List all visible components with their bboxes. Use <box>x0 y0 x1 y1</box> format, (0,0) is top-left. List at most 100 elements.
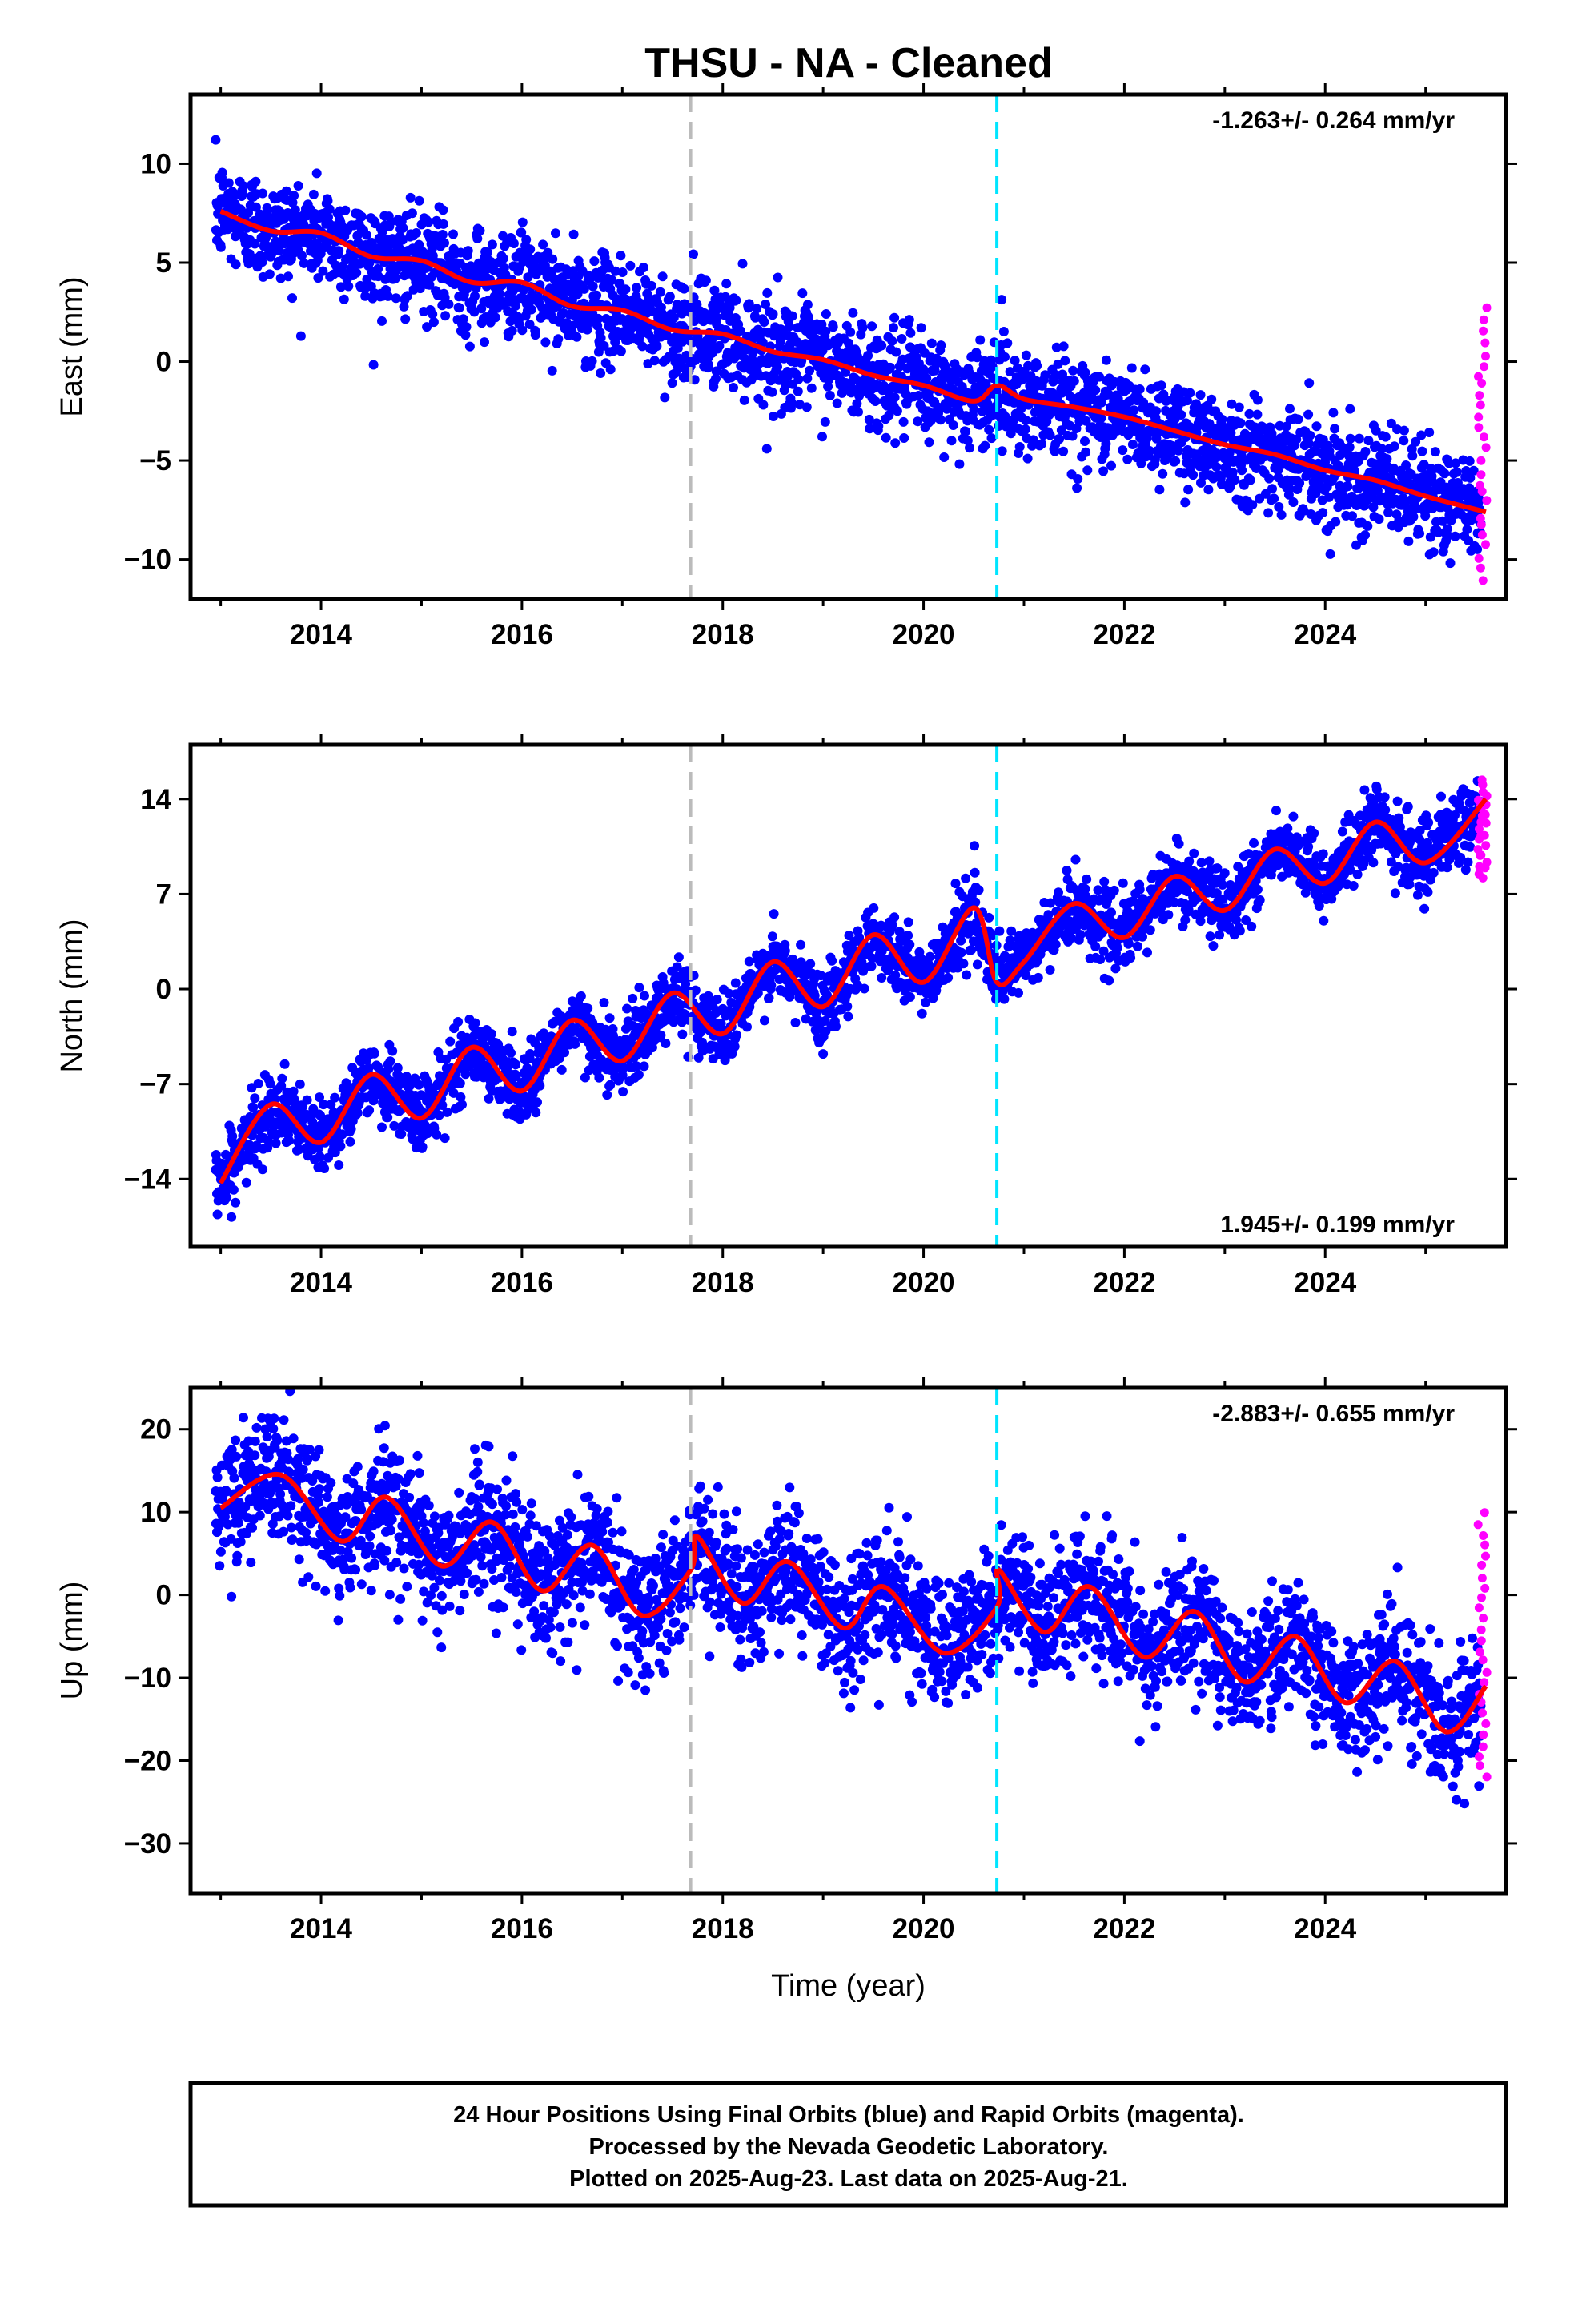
final-orbit-point <box>470 291 480 301</box>
final-orbit-point <box>905 328 916 338</box>
final-orbit-point <box>490 312 500 323</box>
final-orbit-point <box>283 271 293 282</box>
final-orbit-point <box>1075 930 1086 940</box>
final-orbit-point <box>295 1079 305 1089</box>
final-orbit-point <box>251 202 261 212</box>
final-orbit-point <box>781 380 791 390</box>
final-orbit-point <box>335 1141 346 1152</box>
rapid-orbit-point <box>1474 423 1484 432</box>
rapid-orbit-point <box>1478 576 1488 585</box>
final-orbit-point <box>422 322 432 332</box>
final-orbit-point <box>1188 470 1199 480</box>
final-orbit-point <box>665 292 675 302</box>
final-orbit-point <box>744 299 754 309</box>
final-orbit-point <box>1182 396 1192 406</box>
final-orbit-point <box>889 392 900 403</box>
rapid-orbit-point <box>1482 303 1492 312</box>
final-orbit-point <box>517 325 528 336</box>
final-orbit-point <box>905 992 915 1002</box>
final-orbit-point <box>1118 445 1128 456</box>
final-orbit-point <box>373 263 383 274</box>
final-orbit-point <box>1288 497 1299 507</box>
final-orbit-point <box>582 324 592 335</box>
final-orbit-point <box>276 1080 287 1091</box>
final-orbit-point <box>438 205 448 215</box>
final-orbit-point <box>539 1028 549 1039</box>
final-orbit-point <box>470 1018 480 1028</box>
final-orbit-point <box>364 1105 375 1116</box>
final-orbit-point <box>302 1095 312 1105</box>
final-orbit-point <box>608 1031 618 1041</box>
final-orbit-point <box>275 273 286 283</box>
final-orbit-point <box>889 312 900 323</box>
final-orbit-point <box>1066 933 1076 943</box>
final-orbit-point <box>455 1078 465 1088</box>
final-orbit-point <box>889 323 898 333</box>
final-orbit-point <box>1273 465 1283 476</box>
final-orbit-point <box>1122 454 1133 464</box>
final-orbit-point <box>277 1073 287 1084</box>
final-orbit-point <box>711 366 721 376</box>
final-orbit-point <box>997 295 1007 305</box>
final-orbit-point <box>1244 408 1255 419</box>
final-orbit-point <box>821 309 831 319</box>
final-orbit-point <box>769 412 778 421</box>
final-orbit-point <box>1227 467 1238 477</box>
final-orbit-point <box>616 251 626 261</box>
final-orbit-point <box>222 1192 232 1203</box>
final-orbit-point <box>1060 356 1070 366</box>
final-orbit-point <box>1330 424 1340 434</box>
final-orbit-point <box>1028 435 1038 445</box>
final-orbit-point <box>758 400 769 410</box>
final-orbit-point <box>1000 352 1010 362</box>
final-orbit-point <box>633 1069 644 1080</box>
rapid-orbit-points <box>1474 303 1492 585</box>
final-orbit-point <box>784 321 794 332</box>
final-orbit-point <box>438 219 448 229</box>
final-orbit-point <box>1305 430 1315 440</box>
final-orbit-point <box>428 317 439 328</box>
final-orbit-point <box>1093 885 1103 895</box>
final-orbit-point <box>634 983 644 993</box>
final-orbit-point <box>712 312 722 323</box>
final-orbit-point <box>689 375 700 385</box>
final-orbit-point <box>1234 402 1244 412</box>
final-orbit-point <box>885 362 896 372</box>
final-orbit-point <box>1408 512 1419 522</box>
final-orbit-point <box>1191 399 1201 409</box>
final-orbit-point <box>820 416 830 427</box>
final-orbit-point <box>460 1069 471 1080</box>
final-orbit-point <box>961 426 971 436</box>
final-orbit-point <box>1430 447 1440 457</box>
final-orbit-point <box>250 1093 260 1104</box>
final-orbit-point <box>610 266 620 276</box>
rapid-orbit-point <box>1477 530 1487 540</box>
final-orbit-point <box>532 263 542 274</box>
rapid-orbit-point <box>1474 553 1484 563</box>
final-orbit-point <box>525 244 536 255</box>
final-orbit-point <box>703 360 713 370</box>
final-orbit-point <box>463 246 473 256</box>
final-orbit-point <box>1067 431 1078 441</box>
rapid-orbit-point <box>1481 443 1491 452</box>
final-orbit-point <box>402 291 412 301</box>
final-orbit-point <box>725 303 735 313</box>
final-orbit-point <box>1098 466 1109 476</box>
final-orbit-point <box>625 260 636 271</box>
final-orbit-point <box>767 931 777 942</box>
final-orbit-point <box>1451 458 1461 468</box>
final-orbit-point <box>1353 483 1363 493</box>
x-tick-label: 2024 <box>1294 619 1356 650</box>
final-orbit-point <box>632 283 642 293</box>
final-orbit-point <box>271 1138 281 1148</box>
final-orbit-point <box>950 879 961 889</box>
final-orbit-point <box>661 1039 671 1048</box>
final-orbit-point <box>1295 478 1305 489</box>
final-orbit-point <box>385 1056 396 1067</box>
final-orbit-point <box>495 288 505 299</box>
final-orbit-point <box>793 386 803 396</box>
final-orbit-point <box>1415 529 1425 539</box>
final-orbit-point <box>1407 451 1418 461</box>
final-orbit-point <box>1347 511 1357 521</box>
